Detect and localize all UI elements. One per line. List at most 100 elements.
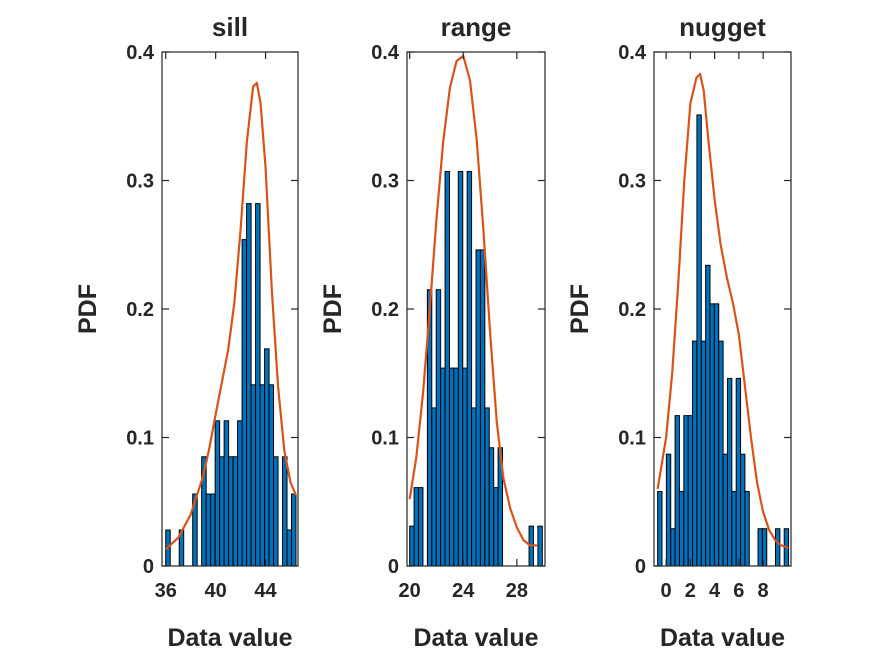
y-tick-label: 0	[635, 556, 646, 578]
pdf-curve	[408, 54, 537, 547]
histogram-bar	[228, 456, 234, 567]
histogram-bar	[223, 420, 230, 567]
histogram-bar	[237, 420, 243, 567]
histogram-bar	[687, 415, 694, 567]
histogram-bar	[409, 525, 415, 567]
histogram-bar	[250, 384, 257, 567]
histogram-bar	[700, 340, 707, 567]
histogram-bar	[214, 420, 221, 567]
y-axis-label: PDF	[74, 284, 102, 334]
histogram-bar	[475, 249, 481, 567]
histogram-bar	[246, 203, 252, 567]
histogram-bar	[731, 490, 737, 567]
y-tick-label: 0.1	[618, 428, 646, 450]
histogram-bar	[657, 490, 663, 567]
histogram-bar	[757, 528, 763, 567]
y-tick-label: 0.1	[371, 428, 399, 450]
histogram-bar	[488, 447, 495, 567]
x-tick-label: 24	[452, 580, 475, 602]
histogram-bar	[435, 289, 442, 567]
histogram-bar	[705, 264, 711, 567]
histogram-bar	[232, 456, 239, 567]
histogram-bar	[537, 525, 543, 567]
histogram-bar	[722, 453, 728, 567]
y-tick-label: 0.3	[371, 171, 399, 193]
y-tick-label: 0.2	[371, 299, 399, 321]
histogram-bar	[744, 490, 750, 567]
histogram-bar	[466, 171, 473, 567]
histogram-bar	[440, 367, 446, 567]
y-tick-label: 0.3	[126, 171, 154, 193]
histogram-bar	[740, 453, 746, 567]
histogram-bar	[726, 377, 733, 567]
x-axis-label: Data value	[660, 624, 785, 652]
histogram-bar	[205, 493, 212, 567]
y-tick-label: 0.3	[618, 171, 646, 193]
histogram-bar	[471, 407, 477, 567]
y-axis-label: PDF	[319, 284, 347, 334]
y-tick-label: 0	[143, 556, 154, 578]
y-tick-label: 0.4	[371, 42, 400, 64]
histogram-bar	[484, 407, 490, 567]
x-tick-label: 0	[661, 580, 672, 602]
histogram-bar	[264, 348, 270, 567]
x-tick-label: 20	[399, 580, 421, 602]
histogram-bar	[678, 490, 685, 567]
x-axis-label: Data value	[413, 624, 538, 652]
histogram-bar	[291, 493, 297, 567]
histogram-bar	[462, 367, 468, 567]
histogram-bar	[273, 456, 279, 567]
histogram-bar	[718, 340, 724, 567]
histogram-bar	[735, 377, 742, 567]
y-tick-label: 0.1	[126, 428, 154, 450]
x-tick-label: 8	[758, 580, 769, 602]
x-tick-label: 2	[685, 580, 696, 602]
pdf-curve	[164, 81, 298, 551]
histogram-bar	[282, 456, 288, 567]
histogram-bar	[418, 487, 424, 567]
histogram-bar	[709, 303, 715, 567]
y-tick-label: 0.2	[618, 299, 646, 321]
histogram-bar	[696, 114, 702, 567]
x-tick-label: 44	[254, 580, 277, 602]
histogram-bar	[692, 340, 698, 567]
x-axis-label: Data value	[167, 624, 292, 652]
y-tick-label: 0.4	[126, 42, 155, 64]
x-tick-label: 28	[506, 580, 528, 602]
histogram-bar	[448, 367, 455, 567]
histogram-bar	[255, 203, 261, 567]
chart-title: sill	[212, 12, 248, 42]
panel-range: 0 0.1 0.2 0.3 0.4 20 24 28 range Data value PDF	[319, 12, 546, 652]
histogram-bar	[713, 303, 720, 567]
histogram-bar	[259, 384, 266, 567]
chart-title: range	[441, 12, 512, 42]
histogram-bar	[219, 456, 225, 567]
histogram-bar	[665, 453, 672, 567]
histogram-bar	[453, 367, 459, 567]
histogram-bar	[286, 529, 293, 567]
histogram-bar	[774, 528, 781, 567]
histogram-bar	[444, 171, 450, 567]
histogram-bar	[241, 239, 248, 567]
x-tick-label: 4	[709, 580, 721, 602]
x-tick-label: 6	[733, 580, 744, 602]
histogram-bar	[431, 407, 437, 567]
x-tick-label: 40	[205, 580, 227, 602]
histogram-bar	[683, 415, 689, 567]
x-tick-label: 36	[155, 580, 177, 602]
y-tick-label: 0.2	[126, 299, 154, 321]
chart-title: nugget	[679, 12, 766, 42]
histogram-bar	[479, 249, 486, 567]
histogram-bar	[670, 528, 676, 567]
histogram-bar	[493, 487, 499, 567]
histogram-bar	[413, 487, 420, 567]
panel-sill: 0 0.1 0.2 0.3 0.4 36 40 44 sill Data value PDF	[74, 12, 299, 652]
y-axis-label: PDF	[566, 284, 594, 334]
y-tick-label: 0	[388, 556, 399, 578]
histogram-bar	[457, 171, 464, 567]
histogram-bar	[268, 384, 275, 567]
histogram-bar	[210, 493, 216, 567]
pdf-curve	[656, 72, 789, 550]
